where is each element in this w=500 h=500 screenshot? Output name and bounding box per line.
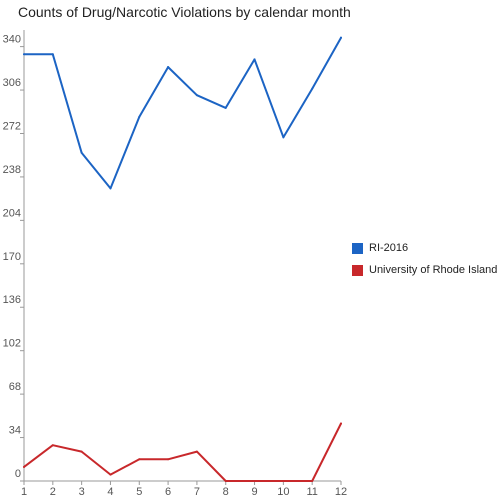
y-tick-label: 68 <box>9 381 21 393</box>
y-tick-label: 0 <box>15 468 21 480</box>
data-point <box>254 480 256 482</box>
series-line-1 <box>24 424 341 482</box>
data-point <box>109 187 111 189</box>
data-point <box>225 480 227 482</box>
data-point <box>81 152 83 154</box>
data-point <box>311 88 313 90</box>
x-axis: 1 2 3 4 5 6 7 8 9 10 11 12 <box>21 481 347 498</box>
x-tick-label: 3 <box>79 486 85 498</box>
legend-item: RI-2016 <box>352 237 497 259</box>
y-tick-label: 170 <box>3 251 21 263</box>
legend-swatch <box>352 243 363 254</box>
legend-swatch <box>352 265 363 276</box>
legend-label: RI-2016 <box>369 242 408 254</box>
y-tick-label: 272 <box>3 120 21 132</box>
y-tick-label: 238 <box>3 164 21 176</box>
y-tick-label: 136 <box>3 294 21 306</box>
x-tick-label: 12 <box>335 486 347 498</box>
x-tick-label: 4 <box>107 486 113 498</box>
x-tick-label: 2 <box>50 486 56 498</box>
data-point <box>23 466 25 468</box>
chart-legend: RI-2016 University of Rhode Island <box>352 237 497 281</box>
x-tick-label: 1 <box>21 486 27 498</box>
data-point <box>138 458 140 460</box>
x-tick-label: 9 <box>251 486 257 498</box>
data-point <box>225 107 227 109</box>
data-point <box>167 458 169 460</box>
y-tick-label: 204 <box>3 207 21 219</box>
data-point <box>196 451 198 453</box>
y-tick-label: 306 <box>3 77 21 89</box>
x-tick-label: 8 <box>223 486 229 498</box>
y-tick-label: 34 <box>9 425 21 437</box>
x-tick-label: 11 <box>306 486 317 498</box>
x-tick-label: 5 <box>136 486 142 498</box>
data-point <box>196 94 198 96</box>
data-point <box>282 136 284 138</box>
legend-item: University of Rhode Island <box>352 259 497 281</box>
x-tick-label: 6 <box>165 486 171 498</box>
data-point <box>23 53 25 55</box>
legend-label: University of Rhode Island <box>369 264 497 276</box>
data-point <box>340 423 342 425</box>
data-point <box>282 480 284 482</box>
data-point <box>138 116 140 118</box>
x-tick-label: 10 <box>277 486 289 498</box>
y-tick-label: 102 <box>3 338 21 350</box>
series-lines <box>23 37 342 482</box>
data-point <box>311 480 313 482</box>
data-point <box>340 37 342 39</box>
data-point <box>52 53 54 55</box>
series-line-0 <box>24 38 341 189</box>
data-point <box>81 451 83 453</box>
data-point <box>109 474 111 476</box>
x-tick-label: 7 <box>194 486 200 498</box>
y-tick-label: 340 <box>3 34 21 46</box>
y-axis: 0 34 68 102 136 170 204 238 272 306 340 <box>3 30 24 481</box>
data-point <box>167 66 169 68</box>
data-point <box>254 58 256 60</box>
data-point <box>52 444 54 446</box>
